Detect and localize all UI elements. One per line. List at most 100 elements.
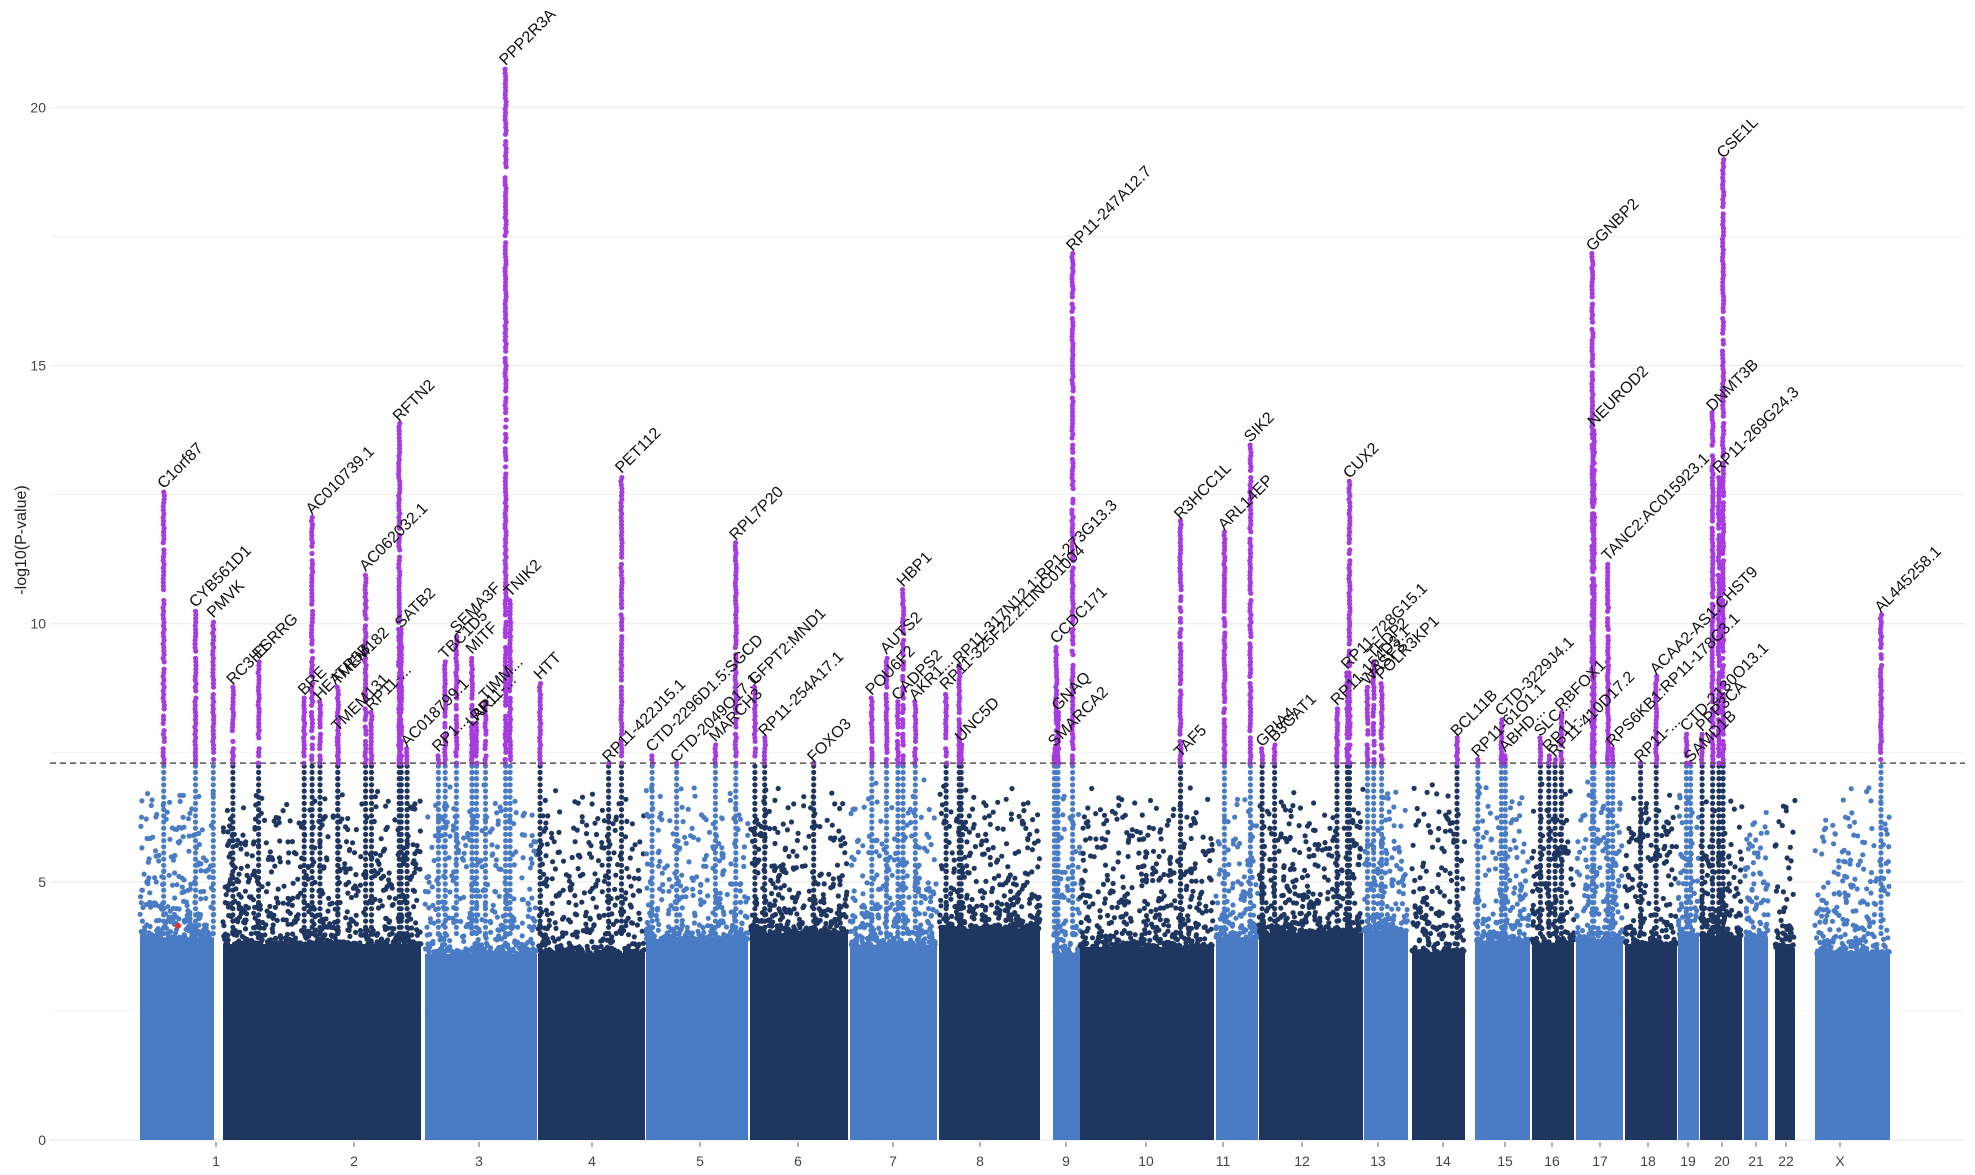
snp-point (1322, 812, 1328, 818)
snp-point (599, 937, 605, 944)
snp-point (251, 910, 257, 916)
snp-point (1111, 915, 1117, 921)
snp-point (372, 896, 378, 903)
chromosome-20-bulk (1700, 935, 1742, 1140)
snp-point (505, 944, 511, 950)
chromosome-4-bulk (538, 953, 645, 1140)
snp-point (238, 905, 244, 911)
snp-point (306, 909, 312, 915)
snp-point (1075, 811, 1082, 818)
snp-point (1281, 874, 1287, 880)
snp-point (834, 910, 840, 916)
snp-point (347, 846, 353, 853)
snp-point (1205, 796, 1211, 803)
snp-point (245, 905, 251, 911)
snp-point (566, 878, 573, 884)
snp-point (498, 808, 504, 814)
snp-point (392, 896, 398, 902)
snp-point (837, 877, 843, 884)
snp-point (249, 853, 255, 859)
snp-point (1116, 850, 1122, 856)
snp-point (772, 825, 778, 832)
snp-point (791, 866, 797, 872)
snp-point (1299, 874, 1305, 881)
snp-point (1120, 914, 1126, 920)
snp-point (1170, 812, 1176, 819)
snp-point (273, 895, 280, 901)
snp-point (529, 833, 535, 839)
snp-point (1705, 891, 1711, 897)
snp-point (1626, 886, 1632, 893)
snp-point (417, 798, 423, 804)
snp-point (1290, 803, 1296, 809)
snp-point (1645, 832, 1651, 839)
snp-point (801, 794, 807, 800)
snp-point (599, 807, 606, 813)
snp-point (251, 872, 257, 878)
snp-point (347, 933, 353, 940)
snp-point (1144, 850, 1150, 856)
snp-point (1511, 838, 1517, 844)
snp-point (769, 890, 775, 897)
snp-point (389, 902, 395, 909)
snp-point (1739, 804, 1745, 810)
snp-point (772, 840, 778, 847)
snp-point (1664, 819, 1670, 825)
snp-point (1738, 856, 1745, 862)
snp-point (1731, 806, 1737, 812)
snp-point (966, 813, 972, 819)
chromosome-17-bulk (1576, 939, 1623, 1140)
snp-point (1340, 927, 1346, 933)
snp-point (706, 829, 713, 836)
snp-point (567, 919, 574, 925)
snp-point (889, 901, 895, 907)
snp-point (1424, 789, 1430, 796)
snp-point (389, 930, 395, 937)
snp-point (617, 950, 623, 956)
snp-point (795, 830, 801, 836)
snp-point (1186, 931, 1192, 937)
snp-point (346, 879, 352, 885)
snp-point (344, 909, 350, 915)
snp-point (348, 916, 354, 922)
snp-point (529, 895, 535, 901)
snp-point (272, 904, 278, 911)
snp-point (176, 934, 183, 940)
snp-point (1582, 812, 1588, 818)
snp-point (1235, 844, 1241, 850)
snp-point (546, 917, 552, 924)
snp-point (149, 932, 155, 938)
snp-point (589, 791, 596, 797)
snp-point (347, 866, 353, 872)
snp-point (1298, 910, 1304, 917)
snp-point (1122, 812, 1128, 818)
snp-point (637, 839, 643, 845)
snp-point (1441, 848, 1447, 855)
snp-point (1215, 900, 1221, 906)
snp-point (500, 943, 506, 949)
snp-point (937, 791, 943, 797)
snp-point (551, 839, 557, 845)
snp-point (1530, 919, 1536, 925)
snp-point (1077, 844, 1083, 850)
snp-point (818, 871, 824, 877)
snp-point (1306, 853, 1312, 860)
snp-point (623, 890, 629, 896)
snp-point (925, 880, 931, 886)
snp-point (613, 872, 619, 878)
snp-point (1143, 922, 1149, 928)
snp-point (325, 908, 331, 914)
snp-point (1104, 872, 1110, 879)
snp-point (1568, 866, 1574, 872)
snp-point (801, 903, 807, 909)
snp-point (1014, 916, 1021, 922)
snp-point (719, 816, 725, 822)
snp-point (1668, 882, 1674, 888)
snp-point (1062, 929, 1068, 935)
snp-point (1519, 883, 1525, 890)
snp-point (1628, 830, 1634, 836)
snp-point (475, 937, 481, 943)
snp-point (743, 899, 749, 905)
snp-point (489, 907, 496, 914)
snp-point (1082, 868, 1088, 874)
